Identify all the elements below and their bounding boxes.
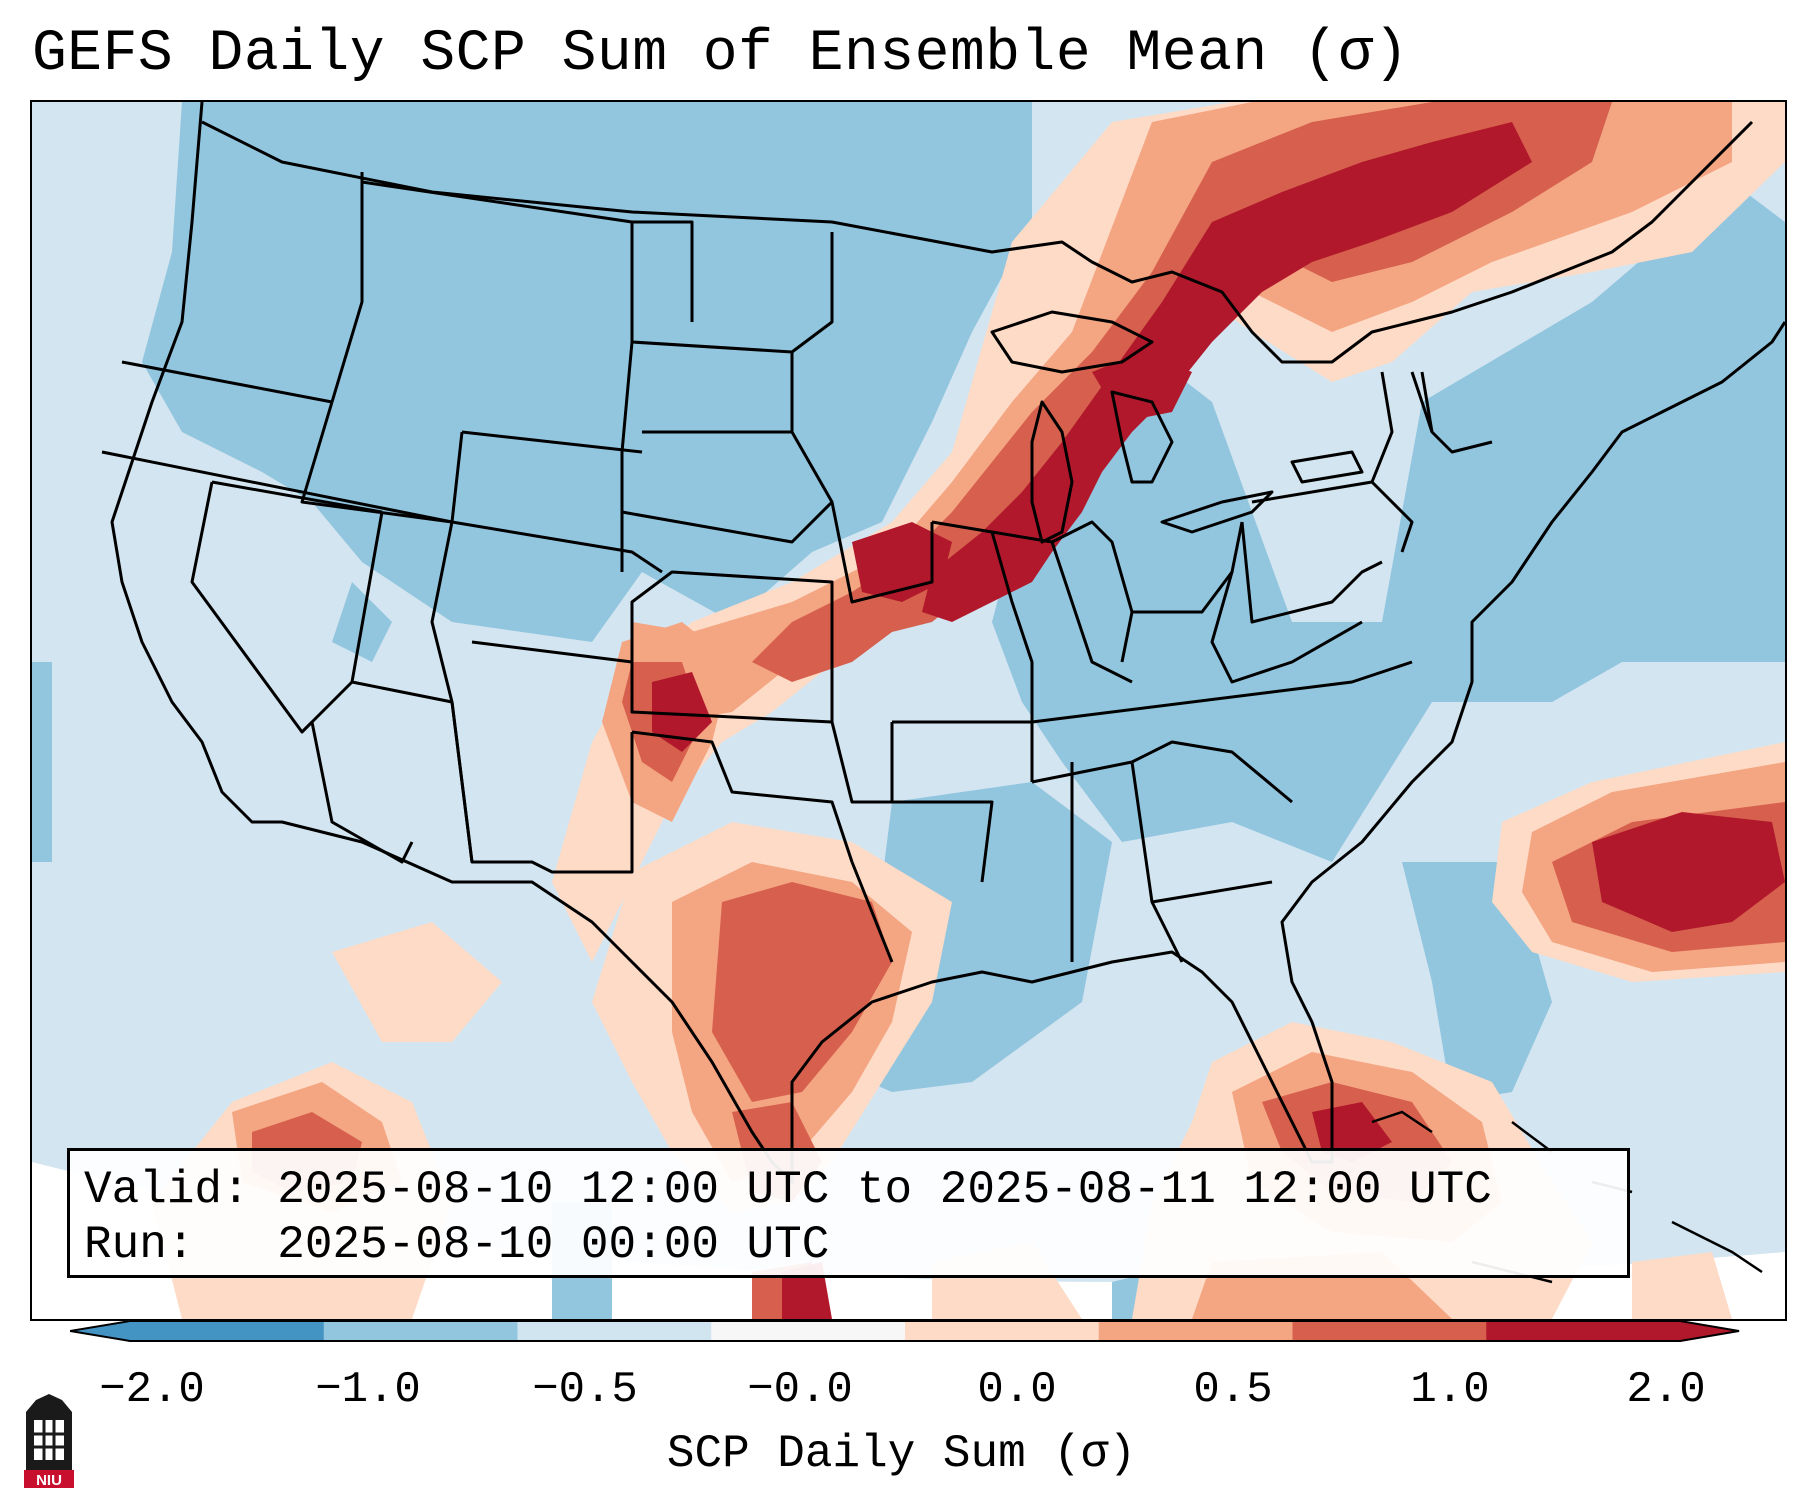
lake-michigan [1030, 400, 1074, 544]
run-label: Run: [84, 1219, 195, 1271]
canada-border [201, 120, 1754, 364]
us-outline [110, 102, 1785, 1184]
colorbar-segment [323, 1320, 518, 1342]
field-max-positive [652, 122, 1785, 1319]
lake-huron [1110, 390, 1174, 484]
chart-title: GEFS Daily SCP Sum of Ensemble Mean (σ) [32, 22, 1409, 87]
lake-erie [1160, 490, 1274, 534]
colorbar-segment [1098, 1320, 1293, 1342]
valid-label: Valid: [84, 1164, 250, 1216]
valid-run-info-box: Valid: 2025-08-10 12:00 UTC to 2025-08-1… [67, 1148, 1630, 1278]
colorbar-tick: 1.0 [1410, 1365, 1490, 1415]
colorbar-tick: 0.0 [977, 1365, 1057, 1415]
logo-text: NIU [36, 1472, 62, 1488]
valid-value: 2025-08-10 12:00 UTC to 2025-08-11 12:00… [277, 1164, 1492, 1216]
colorbar-segment [711, 1320, 906, 1342]
colorbar-segment [130, 1320, 325, 1342]
colorbar-extend-low [70, 1320, 130, 1342]
colorbar [70, 1320, 1740, 1342]
boundaries [101, 102, 1785, 1184]
colorbar-segment [905, 1320, 1100, 1342]
colorbar-tick: −2.0 [99, 1365, 205, 1415]
colorbar-segment [1292, 1320, 1487, 1342]
colorbar-extend-high [1680, 1320, 1740, 1342]
lake-superior [990, 310, 1154, 374]
niu-logo: NIU [24, 1394, 74, 1488]
lake-ontario [1290, 450, 1364, 484]
map-panel[interactable] [30, 100, 1787, 1321]
colorbar-tick: −1.0 [315, 1365, 421, 1415]
map-svg [32, 102, 1785, 1319]
colorbar-label: SCP Daily Sum (σ) [666, 1428, 1137, 1480]
colorbar-tick: 0.5 [1193, 1365, 1273, 1415]
colorbar-tick: 2.0 [1626, 1365, 1706, 1415]
colorbar-tick: −0.5 [532, 1365, 638, 1415]
run-value: 2025-08-10 00:00 UTC [277, 1219, 830, 1271]
colorbar-segment [1486, 1320, 1681, 1342]
colorbar-tick: −0.0 [747, 1365, 853, 1415]
colorbar-outline [70, 1320, 1740, 1342]
colorbar-segment [517, 1320, 712, 1342]
